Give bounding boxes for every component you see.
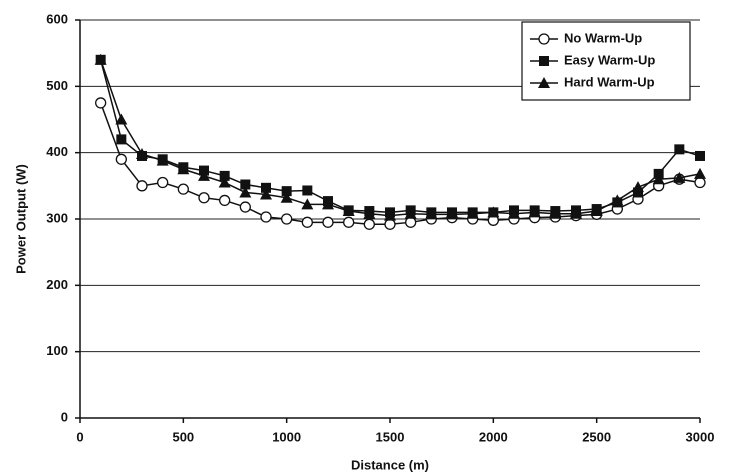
marker: [157, 176, 169, 189]
marker: [570, 207, 582, 219]
marker: [673, 171, 686, 183]
marker: [302, 185, 313, 196]
marker: [198, 192, 210, 204]
marker: [590, 205, 603, 217]
marker: [219, 194, 231, 207]
marker: [322, 198, 334, 210]
y-tick-label: 300: [46, 210, 68, 225]
marker: [425, 208, 438, 220]
marker: [695, 150, 705, 161]
marker: [384, 218, 396, 230]
marker: [281, 186, 292, 197]
marker: [611, 194, 624, 206]
marker: [218, 176, 231, 188]
marker: [322, 216, 334, 228]
marker: [301, 198, 314, 210]
marker: [466, 207, 479, 219]
marker: [177, 183, 189, 195]
legend-label: Easy Warm-Up: [564, 52, 655, 67]
marker: [301, 216, 313, 228]
marker: [95, 97, 107, 109]
marker: [156, 154, 169, 166]
marker: [549, 207, 562, 219]
marker: [219, 170, 230, 181]
x-tick-label: 2000: [479, 429, 508, 444]
marker: [260, 211, 272, 223]
marker: [508, 207, 520, 219]
x-tick-label: 1000: [272, 429, 301, 444]
marker: [405, 216, 417, 228]
y-tick-label: 400: [46, 144, 68, 159]
marker: [694, 176, 706, 189]
marker: [342, 205, 355, 217]
marker: [404, 207, 417, 219]
y-tick-label: 600: [46, 11, 68, 26]
y-tick-label: 100: [46, 343, 68, 358]
marker: [260, 188, 272, 200]
x-tick-label: 0: [76, 429, 83, 444]
marker: [343, 216, 355, 228]
x-tick-label: 2500: [582, 429, 611, 444]
marker: [115, 113, 128, 125]
x-tick-label: 500: [172, 429, 194, 444]
marker: [239, 186, 252, 198]
legend-marker: [538, 33, 550, 45]
marker: [94, 53, 107, 65]
legend-label: No Warm-Up: [564, 30, 642, 45]
x-axis-label: Distance (m): [351, 457, 429, 472]
y-tick-label: 500: [46, 78, 68, 93]
legend-marker: [539, 56, 549, 66]
marker: [363, 207, 376, 219]
marker: [198, 169, 210, 181]
marker: [116, 134, 127, 145]
y-tick-label: 200: [46, 277, 68, 292]
marker: [384, 209, 396, 221]
marker: [363, 218, 375, 230]
marker: [446, 208, 458, 220]
marker: [633, 187, 643, 198]
marker: [528, 206, 541, 218]
marker: [694, 167, 706, 179]
series-line: [99, 59, 701, 217]
marker: [281, 213, 293, 225]
marker: [240, 179, 251, 190]
marker: [487, 206, 500, 218]
x-tick-label: 3000: [686, 429, 715, 444]
y-tick-label: 0: [61, 409, 68, 424]
legend-marker: [538, 77, 550, 88]
x-tick-label: 1500: [376, 429, 405, 444]
marker: [177, 163, 190, 175]
marker: [674, 144, 685, 155]
marker: [136, 147, 148, 159]
marker: [652, 173, 665, 185]
marker: [632, 181, 644, 193]
series-line: [99, 102, 701, 226]
marker: [136, 180, 148, 192]
marker: [239, 201, 251, 213]
marker: [261, 182, 271, 193]
legend-label: Hard Warm-Up: [564, 74, 655, 89]
marker: [280, 191, 293, 203]
marker: [115, 153, 127, 165]
y-axis-label: Power Output (W): [13, 164, 28, 274]
